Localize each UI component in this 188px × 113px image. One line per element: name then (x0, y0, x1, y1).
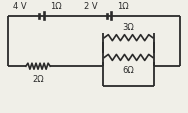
Text: 4 V: 4 V (14, 2, 27, 11)
Text: 2Ω: 2Ω (32, 74, 44, 83)
Text: 3Ω: 3Ω (123, 22, 134, 31)
Text: 1Ω: 1Ω (50, 2, 61, 11)
Text: 1Ω: 1Ω (117, 2, 129, 11)
Text: 6Ω: 6Ω (123, 65, 134, 74)
Text: 2 V: 2 V (84, 2, 98, 11)
